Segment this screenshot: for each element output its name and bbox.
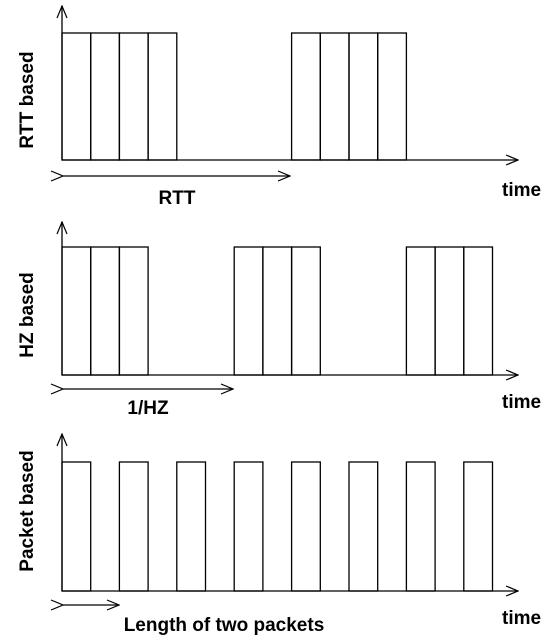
packet-pulse (118, 461, 149, 592)
packet-pulse (61, 32, 92, 161)
packet-pulse (290, 32, 321, 161)
packet-pulse (176, 461, 207, 592)
panel-rtt: RTT time RTT based (17, 6, 541, 209)
packet-pulse (61, 246, 92, 376)
packet-pulse (348, 32, 379, 161)
packet-pulse (463, 246, 494, 376)
y-axis-label: RTT based (17, 51, 38, 148)
packet-pulse (147, 32, 178, 161)
packet-pulse (262, 246, 293, 376)
packet-pulse (405, 461, 436, 592)
packet-pulse (90, 32, 121, 161)
packet-pulse (319, 32, 350, 161)
packet-pulse (463, 461, 494, 592)
packet-pulse (233, 246, 264, 376)
packet-pulse (434, 246, 465, 376)
packet-pulse (118, 32, 149, 161)
x-axis-label: time (502, 392, 541, 413)
interval-label: 1/HZ (127, 398, 169, 419)
packet-pulse (90, 246, 121, 376)
y-axis-label: HZ based (17, 272, 38, 358)
pulse-group (61, 246, 494, 376)
x-axis-label: time (502, 180, 541, 201)
packet-pulse (290, 461, 321, 592)
pulse-group (61, 32, 408, 161)
panel-hz: 1/HZ time HZ based (17, 222, 541, 419)
panel-packet: Length of two packets time Packet based (17, 434, 541, 636)
y-axis-label: Packet based (17, 450, 38, 571)
packet-pulse (377, 32, 408, 161)
interval-label: RTT (159, 188, 196, 209)
pulse-group (61, 461, 494, 592)
packet-pulse (290, 246, 321, 376)
packet-pulse (61, 461, 92, 592)
interval-label: Length of two packets (124, 615, 325, 636)
packet-pulse (233, 461, 264, 592)
packet-pulse (405, 246, 436, 376)
packet-pulse (118, 246, 149, 376)
x-axis-label: time (502, 608, 541, 629)
packet-pulse (348, 461, 379, 592)
